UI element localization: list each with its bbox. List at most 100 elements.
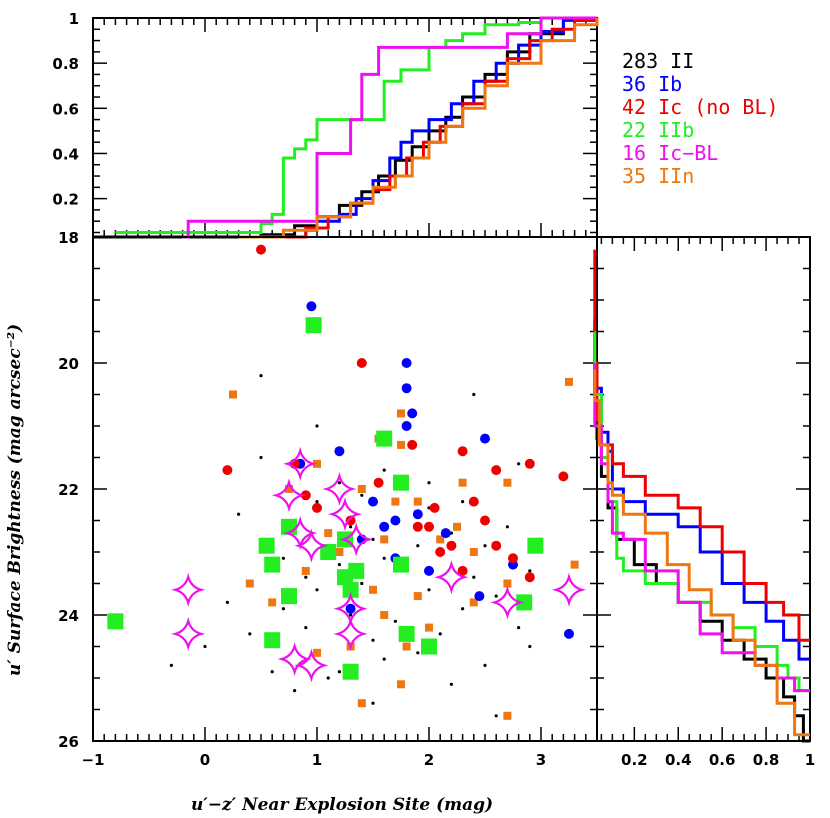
point-ii [416, 544, 420, 548]
point-iin [335, 548, 344, 556]
point-ii [281, 556, 285, 560]
point-iin [413, 592, 422, 601]
point-ic-no-bl [457, 565, 468, 576]
point-ic-no-bl [468, 496, 479, 507]
point-ii [427, 588, 431, 592]
point-ii [382, 657, 386, 661]
legend-item-36-ib: 36 Ib [622, 72, 682, 96]
point-ib [564, 628, 574, 639]
point-iin [565, 377, 573, 386]
point-iib [527, 537, 544, 554]
top-y-tick-label: 0.2 [52, 191, 79, 209]
x-tick-label: 2 [424, 751, 434, 769]
point-ic-no-bl [407, 439, 418, 450]
point-ic-bl [551, 572, 587, 607]
point-ii [281, 607, 285, 611]
point-ic-bl [434, 560, 469, 595]
point-iin [357, 699, 366, 708]
point-iin [458, 478, 467, 487]
point-iib [376, 430, 393, 447]
point-ic-no-bl [491, 465, 502, 476]
point-iib [264, 632, 281, 649]
point-ic-bl [294, 648, 329, 683]
point-iib [305, 317, 322, 334]
point-ii [461, 500, 465, 504]
point-ic-bl [294, 528, 329, 563]
point-iin [285, 485, 293, 493]
top-y-tick-label: 0.6 [52, 100, 79, 118]
point-iin [397, 440, 405, 449]
point-iib [258, 537, 275, 554]
point-iin [380, 611, 389, 619]
point-ii [382, 556, 386, 560]
point-iin [245, 579, 254, 588]
point-ii [438, 632, 442, 636]
point-ii [259, 374, 263, 378]
point-ii [315, 424, 319, 428]
point-iin [425, 623, 433, 632]
point-ii [315, 588, 319, 592]
point-ii [494, 594, 498, 598]
point-iin [469, 548, 478, 556]
point-ii [337, 670, 341, 674]
point-ii [349, 525, 353, 529]
point-ib [401, 383, 412, 394]
x-tick-label: 3 [536, 751, 546, 769]
point-ii [382, 468, 386, 472]
point-ii [270, 670, 274, 674]
point-ic-bl [490, 585, 525, 620]
right-x-tick-label: 0.2 [621, 751, 648, 769]
point-ic-bl [339, 522, 374, 557]
right-cumulative-panel: 0.2 0.4 0.6 0.8 1 [593, 236, 815, 769]
point-ib [334, 446, 345, 457]
point-ib [390, 515, 401, 526]
point-iin [397, 680, 405, 689]
legend-item-16-ic-bl: 16 Ic−BL [622, 141, 718, 165]
y-tick-label: 22 [58, 481, 79, 499]
point-ic-no-bl [222, 465, 233, 476]
point-iin [503, 579, 512, 588]
point-ic-bl [322, 471, 357, 507]
right-x-tick-label: 0.6 [709, 751, 736, 769]
point-ii [371, 638, 375, 642]
x-tick-label: 1 [312, 751, 322, 769]
right-cdf-line-ib [593, 350, 810, 661]
y-tick-label: 18 [58, 229, 79, 247]
point-iib [393, 474, 409, 491]
point-ii [483, 544, 487, 548]
point-iin [503, 478, 512, 487]
top-cdf-line-ib [294, 18, 599, 239]
top-cumulative-panel: 0.2 0.4 0.6 0.8 1 [52, 10, 599, 239]
point-iin [357, 485, 366, 493]
point-ic-no-bl [256, 244, 266, 255]
point-ib [407, 408, 418, 419]
point-ic-no-bl [345, 515, 356, 526]
legend-item-283-ii: 283 II [622, 49, 694, 73]
right-cdf-line-iin [593, 369, 810, 737]
point-ic-bl [171, 572, 206, 607]
point-iin [436, 535, 445, 544]
point-ii [371, 701, 375, 705]
right-x-tick-label: 1 [805, 751, 815, 769]
point-ii [349, 613, 353, 617]
point-ic-no-bl [424, 521, 434, 532]
point-iib [320, 544, 337, 560]
point-ib [474, 591, 485, 602]
point-iin [469, 598, 478, 607]
point-iin [229, 390, 237, 399]
point-iin [324, 529, 333, 538]
y-tick-label: 20 [58, 355, 79, 373]
top-cdf-line-ii [93, 18, 599, 239]
point-ii [259, 455, 263, 460]
point-ii [203, 644, 207, 649]
top-y-tick-label: 0.4 [52, 145, 79, 163]
point-ib [480, 433, 490, 444]
point-ii [225, 600, 229, 605]
point-ic-bl [333, 616, 368, 651]
point-ib [306, 301, 317, 312]
point-ic-bl [327, 497, 363, 532]
point-iin [380, 535, 389, 544]
point-iib [348, 562, 365, 579]
